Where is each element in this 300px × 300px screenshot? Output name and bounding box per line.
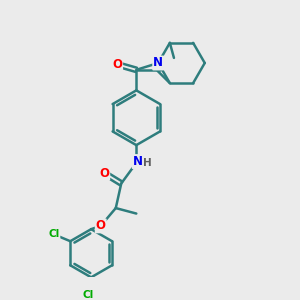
Text: O: O (96, 219, 106, 232)
Text: N: N (153, 56, 163, 70)
Text: N: N (133, 155, 143, 168)
Text: H: H (143, 158, 152, 168)
Text: Cl: Cl (48, 230, 59, 239)
Text: O: O (112, 58, 122, 71)
Text: O: O (99, 167, 109, 179)
Text: Cl: Cl (83, 290, 94, 300)
